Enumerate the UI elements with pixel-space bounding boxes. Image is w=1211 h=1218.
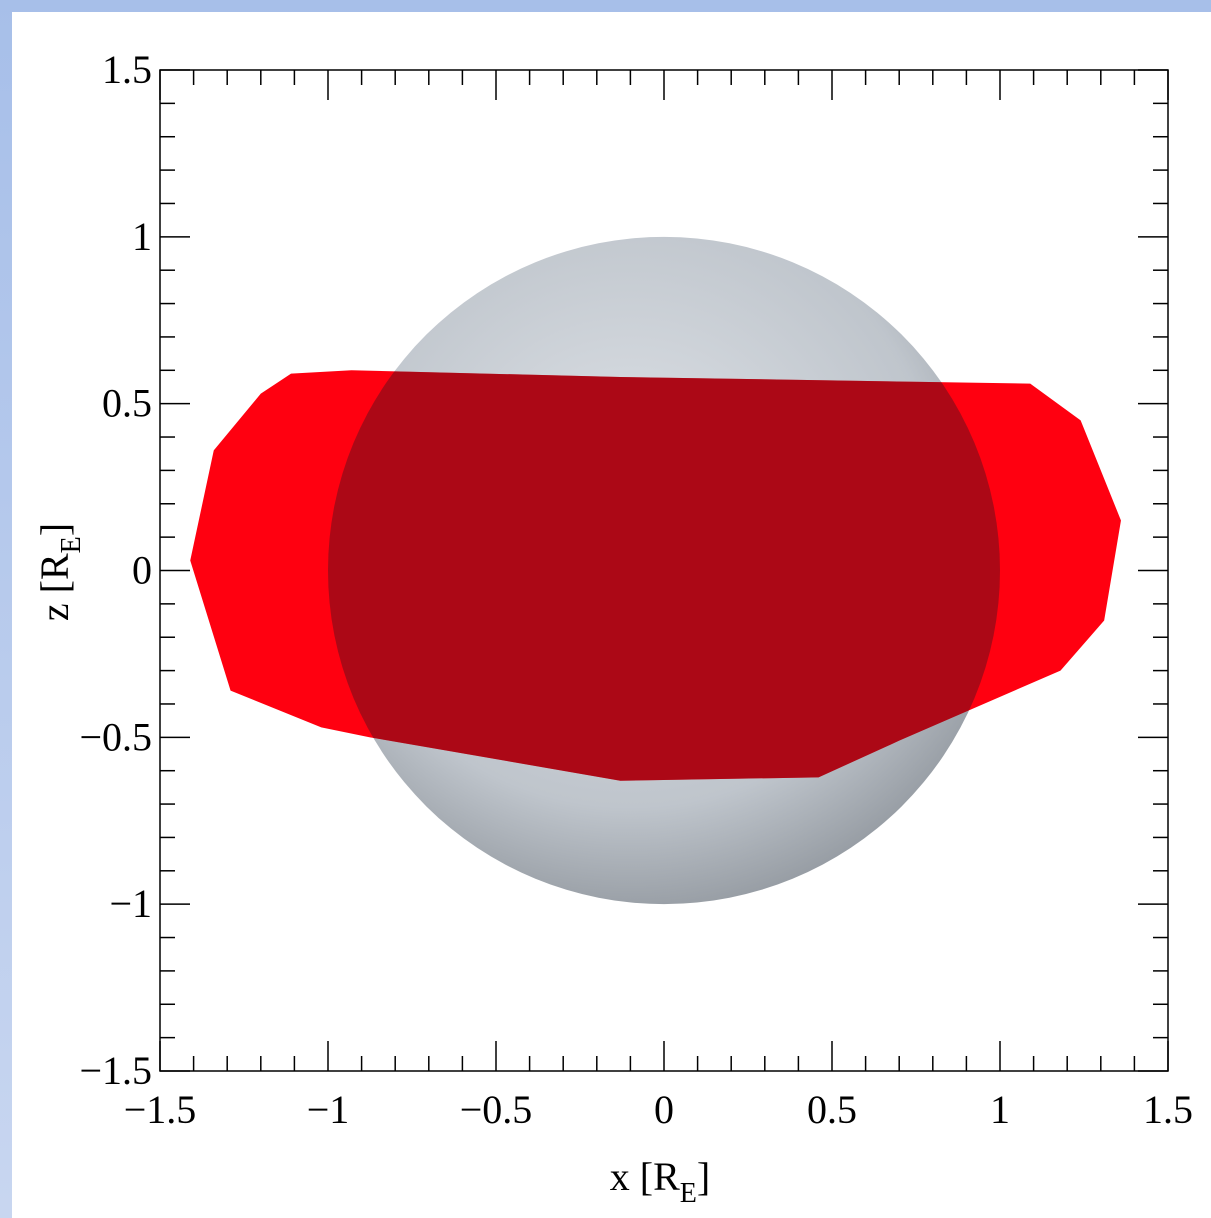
y-label-close: ] xyxy=(32,523,77,536)
x-tick-label: −0.5 xyxy=(460,1087,533,1132)
y-tick-label: 1.5 xyxy=(102,47,152,92)
y-label-sub: E xyxy=(56,536,87,553)
x-label-main: x [R xyxy=(610,1154,680,1199)
y-tick-label: −1.5 xyxy=(79,1048,152,1093)
y-tick-label: 1 xyxy=(132,214,152,259)
y-tick-label: 0 xyxy=(132,548,152,593)
chart: −1.5 −1 −0.5 0 0.5 1 1.5 −1.5 −1 −0.5 0 0.5 1 1.5 x [… xyxy=(0,0,1211,1218)
x-tick-label: 0 xyxy=(654,1087,674,1132)
x-tick-label: 1.5 xyxy=(1143,1087,1193,1132)
y-tick-label: −1 xyxy=(109,881,152,926)
x-tick-label: 1 xyxy=(990,1087,1010,1132)
y-tick-label: 0.5 xyxy=(102,381,152,426)
y-label-main: z [R xyxy=(32,553,77,621)
x-tick-label: −1 xyxy=(307,1087,350,1132)
x-label-sub: E xyxy=(680,1178,697,1209)
x-label-close: ] xyxy=(697,1154,710,1199)
y-tick-label: −0.5 xyxy=(79,714,152,759)
x-tick-label: −1.5 xyxy=(124,1087,197,1132)
x-tick-label: 0.5 xyxy=(807,1087,857,1132)
